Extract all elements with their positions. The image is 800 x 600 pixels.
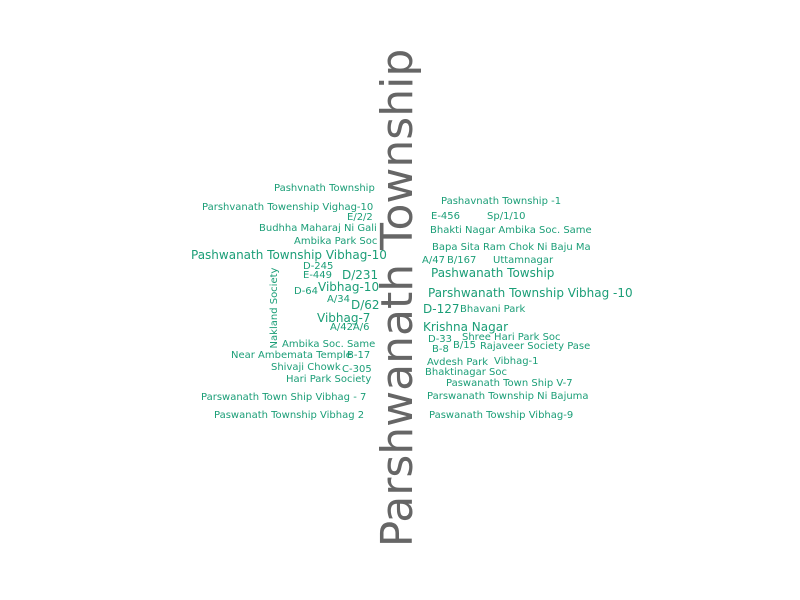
cloud-word: Hari Park Society (286, 374, 372, 385)
cloud-word: Parshwanath Township Vibhag -10 (428, 286, 633, 300)
cloud-word: Bhakti Nagar Ambika Soc. Same (430, 225, 592, 236)
cloud-word: B/15 (453, 340, 476, 351)
cloud-word: Bhaktinagar Soc (425, 367, 508, 378)
cloud-word: Bhavani Park (460, 304, 526, 315)
cloud-word: Vibhag-10 (318, 280, 380, 294)
cloud-word: D/231 (342, 268, 379, 282)
cloud-word: D-33 (428, 334, 453, 345)
cloud-word: Budhha Maharaj Ni Gali (259, 223, 377, 234)
cloud-word: A/42A/6 (330, 322, 370, 333)
cloud-word: A/47 (422, 255, 445, 266)
cloud-word: D-245 (303, 261, 334, 272)
cloud-word: C-305 (342, 364, 372, 375)
cloud-word: Sp/1/10 (487, 211, 526, 222)
cloud-word: Pashwanath Township Vibhag-10 (191, 248, 387, 262)
cloud-word: Parshvanath Towenship Vighag-10 (202, 202, 374, 213)
cloud-word: Paswanath Township Vibhag 2 (214, 410, 365, 421)
cloud-word: B/167 (447, 255, 477, 266)
cloud-word: Avdesh Park (427, 357, 489, 368)
cloud-word: E-449 (303, 270, 333, 281)
cloud-word: Nakland Society (269, 267, 280, 349)
cloud-word: Vibhag-1 (494, 356, 539, 367)
cloud-word: Pashvnath Township (274, 183, 375, 194)
cloud-word: D-127 (423, 302, 460, 316)
cloud-word: D-64 (294, 286, 319, 297)
cloud-word: Shree Hari Park Soc (462, 332, 561, 343)
cloud-word: Pashwanath Towship (431, 266, 555, 280)
cloud-word: Near Ambemata Temple (231, 350, 352, 361)
cloud-word: Pashavnath Township -1 (441, 196, 562, 207)
cloud-word: E/2/2 (347, 212, 373, 223)
cloud-word: Rajaveer Society Pase (480, 341, 591, 352)
cloud-word: D/62 (351, 298, 380, 312)
cloud-word: Krishna Nagar (423, 320, 509, 334)
cloud-word: Bapa Sita Ram Chok Ni Baju Ma (432, 242, 591, 253)
cloud-word: E-456 (431, 211, 461, 222)
cloud-word: Ambika Park Soc (294, 236, 378, 247)
cloud-word: Parswanath Township Ni Bajuma (427, 391, 589, 402)
cloud-word: B-8 (432, 344, 449, 355)
cloud-word: Uttamnagar (493, 255, 554, 266)
cloud-word: Paswanath Town Ship V-7 (446, 378, 573, 389)
cloud-word: Paswanath Towship Vibhag-9 (429, 410, 574, 421)
cloud-word: Ambika Soc. Same (282, 339, 376, 350)
cloud-word: A/34 (327, 294, 350, 305)
cloud-word: Shivaji Chowk (271, 362, 341, 373)
cloud-word: Parswanath Town Ship Vibhag - 7 (201, 392, 367, 403)
cloud-word: B-17 (347, 350, 371, 361)
cloud-word: Vibhag-7 (317, 311, 371, 325)
main-word: Parshwanath Township (372, 48, 423, 548)
